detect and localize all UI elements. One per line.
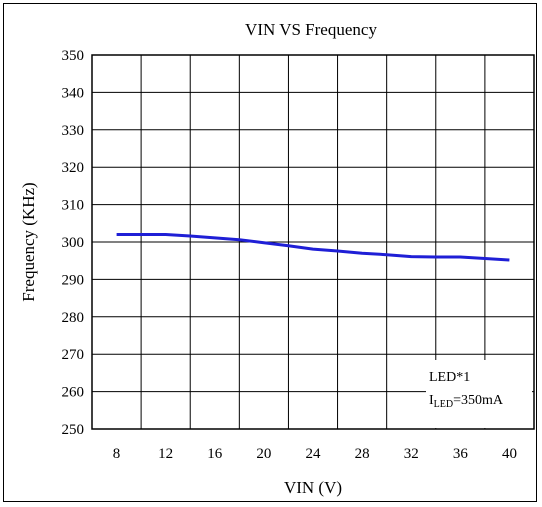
x-axis-label: VIN (V) (284, 478, 342, 497)
x-tick-label: 20 (256, 446, 271, 462)
x-tick-label: 24 (306, 446, 322, 462)
x-tick-label: 12 (158, 446, 173, 462)
y-tick-label: 270 (62, 347, 85, 363)
annotation-box: LED*1 ILED=350mA (426, 360, 532, 428)
y-tick-label: 340 (62, 85, 85, 101)
y-tick-label: 350 (62, 48, 85, 64)
chart-frame: VIN VS Frequency 250 260 270 280 290 300 310 32… (3, 3, 537, 502)
x-tick-label: 36 (453, 446, 469, 462)
x-tick-labels: 8 12 16 20 24 28 32 36 40 (113, 446, 517, 462)
x-tick-label: 28 (355, 446, 370, 462)
chart-svg: VIN VS Frequency 250 260 270 280 290 300 310 32… (19, 20, 535, 497)
annotation-value: =350mA (453, 393, 504, 408)
plot-area-border (91, 54, 535, 430)
grid (92, 55, 534, 429)
y-tick-label: 290 (62, 272, 85, 288)
y-tick-label: 250 (62, 422, 85, 438)
annotation-subscript: LED (434, 399, 453, 410)
y-axis-label: Frequency (KHz) (19, 182, 38, 301)
y-tick-labels: 250 260 270 280 290 300 310 320 330 340 350 (62, 48, 85, 438)
series-layer (116, 233, 510, 262)
y-tick-label: 310 (62, 198, 85, 214)
x-tick-label: 8 (113, 446, 121, 462)
annotation-i: I (429, 393, 434, 408)
y-tick-label: 330 (62, 123, 85, 139)
series-line (116, 233, 510, 262)
y-tick-label: 260 (62, 385, 85, 401)
annotation-line-2: ILED=350mA (429, 393, 504, 410)
chart-title: VIN VS Frequency (245, 20, 377, 39)
x-tick-label: 16 (207, 446, 223, 462)
y-tick-label: 280 (62, 310, 85, 326)
annotation-line-1: LED*1 (429, 370, 470, 385)
x-tick-label: 40 (502, 446, 517, 462)
y-tick-label: 300 (62, 235, 85, 251)
x-tick-label: 32 (404, 446, 419, 462)
y-tick-label: 320 (62, 160, 85, 176)
